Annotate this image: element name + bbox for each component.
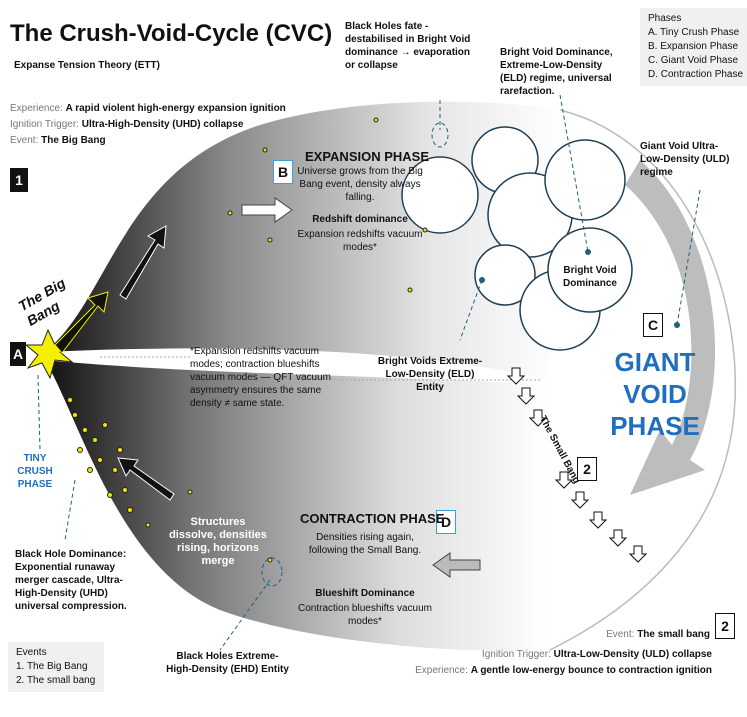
structures-dissolve: Structures dissolve, densities rising, h… bbox=[169, 516, 267, 567]
event1-badge: 1 bbox=[10, 168, 28, 192]
redshift-title: Redshift dominance bbox=[312, 214, 408, 225]
event2-event: Event: The small bang bbox=[606, 629, 710, 640]
tiny-crush-label: TINY CRUSH PHASE bbox=[17, 453, 53, 490]
small-bang-badge: 2 bbox=[577, 457, 597, 481]
expansion-title: EXPANSION PHASE bbox=[305, 149, 430, 164]
event-item: 1. The Big Bang bbox=[16, 661, 88, 672]
giant-void-badge: C bbox=[643, 313, 663, 337]
event2-badge: 2 bbox=[715, 613, 735, 639]
expansion-arrow-icon bbox=[119, 225, 167, 300]
phases-panel: Phases A. Tiny Crush Phase B. Expansion … bbox=[640, 8, 747, 86]
expansion-flow-arrow-icon bbox=[241, 197, 293, 223]
bright-void-dominance-label: Bright Void Dominance bbox=[563, 265, 617, 289]
contraction-arrow-icon bbox=[117, 457, 175, 501]
big-bang-badge: 1 bbox=[58, 319, 66, 334]
phases-title: Phases bbox=[648, 13, 682, 24]
bright-void-bubbles bbox=[401, 126, 633, 351]
yellow-dots bbox=[67, 117, 428, 563]
expansion-badge: B bbox=[273, 160, 293, 184]
event2-trigger: Ignition Trigger: Ultra-Low-Density (ULD… bbox=[481, 649, 712, 660]
giant-void-label: Giant Void Ultra-Low-Density (ULD) regim… bbox=[640, 141, 730, 178]
bright-void-dominance-note: Bright Void Dominance, Extreme-Low-Densi… bbox=[500, 47, 613, 97]
events-panel: Events 1. The Big Bang 2. The small bang bbox=[8, 642, 104, 692]
giant-void-title: GIANT VOID PHASE bbox=[610, 347, 700, 441]
contraction-lobe bbox=[45, 360, 550, 651]
event1-experience: Experience: A rapid violent high-energy … bbox=[10, 103, 286, 114]
event1-event: Event: The Big Bang bbox=[10, 135, 106, 146]
void-outline-arc bbox=[549, 109, 737, 651]
phase-item: C. Giant Void Phase bbox=[648, 55, 739, 66]
phase-item: D. Contraction Phase bbox=[648, 69, 744, 80]
black-hole-dominance: Black Hole Dominance: Exponential runawa… bbox=[15, 549, 127, 612]
cycle-arrow bbox=[625, 160, 716, 495]
tiny-crush-badge: A bbox=[10, 342, 26, 366]
contraction-badge: D bbox=[436, 510, 456, 534]
black-holes-fate: Black Holes fate - destabilised in Brigh… bbox=[345, 21, 471, 71]
big-bang-arrow-icon bbox=[54, 291, 109, 354]
phase-item: A. Tiny Crush Phase bbox=[648, 27, 740, 38]
event2-experience: Experience: A gentle low-energy bounce t… bbox=[415, 665, 712, 676]
phase-item: B. Expansion Phase bbox=[648, 41, 739, 52]
page-title: The Crush-Void-Cycle (CVC) bbox=[10, 20, 333, 47]
bright-voids-entity: Bright Voids Extreme-Low-Density (ELD) E… bbox=[377, 356, 483, 393]
event-item: 2. The small bang bbox=[16, 675, 96, 686]
expansion-desc: Universe grows from the Big Bang event, … bbox=[297, 166, 423, 203]
event1-trigger: Ignition Trigger: Ultra-High-Density (UH… bbox=[10, 119, 244, 130]
blueshift-title: Blueshift Dominance bbox=[315, 588, 415, 599]
footnote: *Expansion redshifts vacuum modes; contr… bbox=[190, 346, 331, 409]
redshift-desc: Expansion redshifts vacuum modes* bbox=[297, 229, 423, 253]
small-bang-arrows bbox=[506, 367, 648, 563]
contraction-desc: Densities rising again, following the Sm… bbox=[308, 532, 422, 556]
black-holes-entity: Black Holes Extreme-High-Density (EHD) E… bbox=[166, 651, 289, 675]
blueshift-desc: Contraction blueshifts vacuum modes* bbox=[298, 603, 432, 627]
contraction-flow-arrow-icon bbox=[432, 552, 481, 578]
events-title: Events bbox=[16, 647, 47, 658]
subtitle: Expanse Tension Theory (ETT) bbox=[14, 60, 160, 71]
contraction-title: CONTRACTION PHASE bbox=[300, 511, 445, 526]
dashed-leaders bbox=[37, 94, 701, 651]
